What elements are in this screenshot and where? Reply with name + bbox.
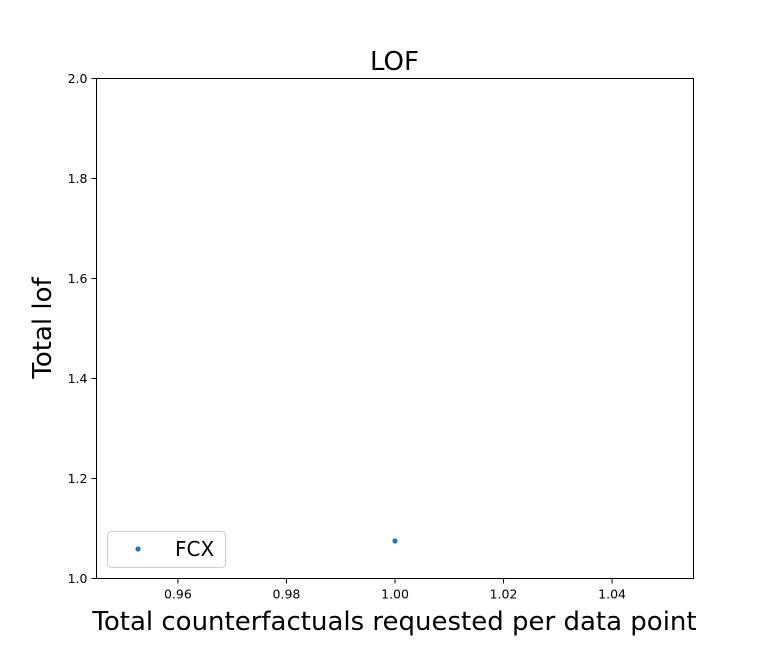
- x-axis-label: Total counterfactuals requested per data…: [91, 607, 696, 637]
- data-point-fcx: [392, 538, 398, 544]
- legend-box: [107, 531, 226, 568]
- plot-area-frame: [96, 78, 694, 579]
- y-tick-label: 2.0: [68, 71, 88, 86]
- legend-label-fcx: FCX: [175, 537, 214, 561]
- y-axis-ticks: 1.0 1.2 1.4 1.6 1.8 2.0: [68, 71, 97, 586]
- y-tick-label: 1.8: [68, 171, 88, 186]
- chart-title: LOF: [370, 47, 419, 77]
- x-tick-label: 0.96: [164, 587, 192, 602]
- x-axis-ticks: 0.96 0.98 1.00 1.02 1.04: [164, 578, 626, 602]
- x-tick-label: 1.04: [598, 587, 626, 602]
- x-tick-label: 1.02: [490, 587, 518, 602]
- y-tick-label: 1.2: [68, 471, 88, 486]
- y-tick-label: 1.4: [68, 371, 88, 386]
- data-points: [392, 538, 398, 544]
- x-tick-label: 0.98: [273, 587, 301, 602]
- y-axis-label: Total lof: [28, 277, 58, 380]
- y-tick-label: 1.0: [68, 571, 88, 586]
- y-tick-label: 1.6: [68, 271, 88, 286]
- legend: FCX: [107, 531, 226, 568]
- legend-marker-fcx: [135, 546, 141, 552]
- x-tick-label: 1.00: [381, 587, 409, 602]
